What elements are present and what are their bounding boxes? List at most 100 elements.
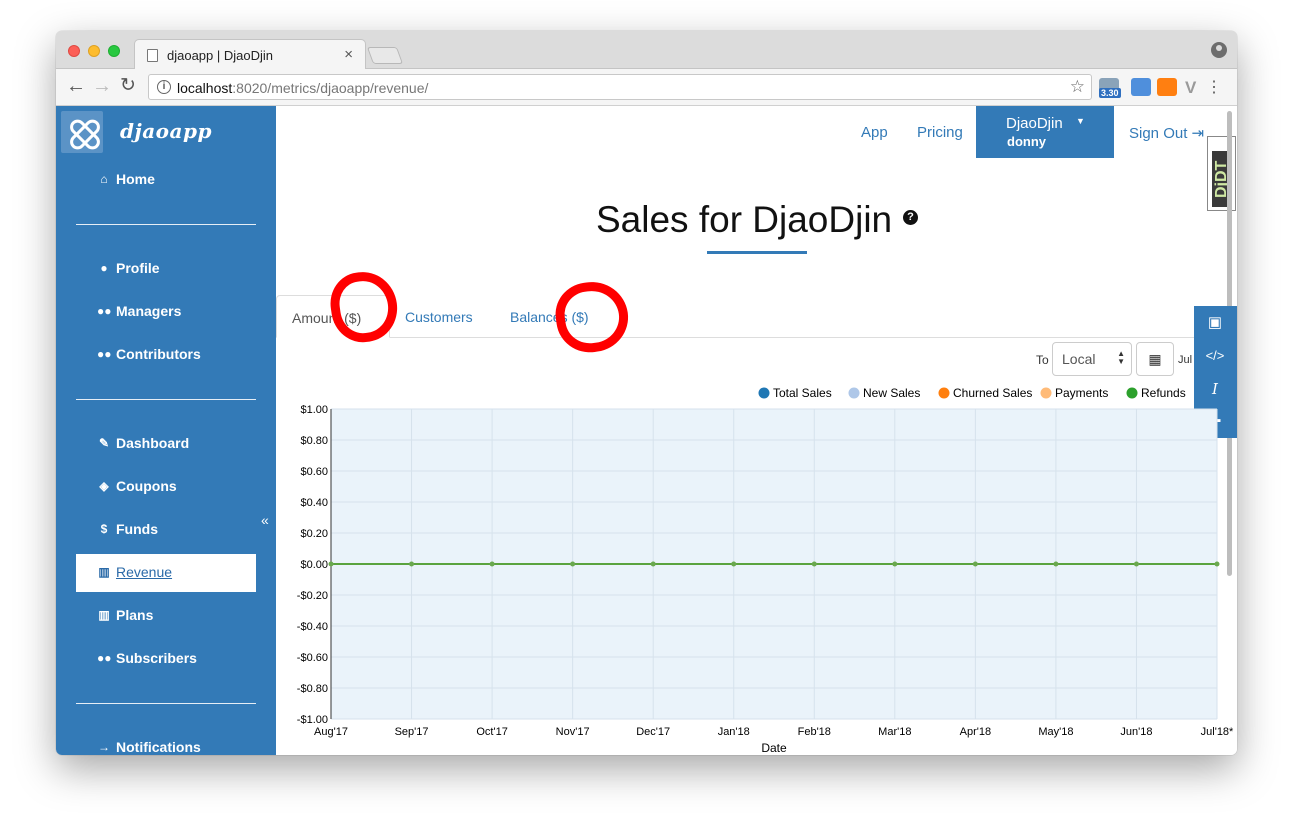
tab-amount[interactable]: Amount ($): [276, 295, 390, 338]
sidebar-item-managers[interactable]: ●● Managers: [76, 293, 256, 331]
close-window-button[interactable]: [68, 45, 80, 57]
info-icon[interactable]: i: [157, 80, 171, 94]
data-point: [972, 561, 978, 567]
x-tick-label: Nov'17: [556, 726, 590, 738]
users-icon: ●●: [97, 651, 112, 665]
tab-balances[interactable]: Balances ($): [496, 295, 600, 338]
y-tick-label: -$1.00: [297, 714, 328, 726]
tab-customers[interactable]: Customers: [392, 295, 492, 338]
back-arrow-icon[interactable]: ←: [66, 75, 86, 97]
x-tick-label: Sep'17: [395, 726, 429, 738]
timezone-select[interactable]: Local ▲ ▼: [1052, 342, 1132, 376]
user-menu-button[interactable]: DjaoDjin ▼ donny: [976, 106, 1114, 158]
collapse-sidebar-icon[interactable]: «: [261, 512, 269, 528]
chart-series: [328, 561, 1220, 567]
x-tick-label: Jun'18: [1120, 726, 1152, 738]
sidebar-item-dashboard[interactable]: ✎ Dashboard: [76, 425, 256, 463]
sidebar-divider: [76, 703, 256, 704]
sign-out-label: Sign Out: [1129, 125, 1188, 142]
y-axis: $1.00 $0.80 $0.60 $0.40 $0.20 $0.00 -$0.20 -$0.…: [297, 404, 332, 726]
sidebar-item-revenue[interactable]: ▥ Revenue: [76, 554, 256, 592]
x-tick-label: Apr'18: [960, 726, 991, 738]
minimize-window-button[interactable]: [88, 45, 100, 57]
sidebar-item-profile[interactable]: ● Profile: [76, 250, 256, 288]
maximize-window-button[interactable]: [108, 45, 120, 57]
y-tick-label: $0.80: [300, 435, 328, 447]
arrow-right-icon: →: [98, 740, 110, 754]
address-bar[interactable]: i localhost:8020/metrics/djaoapp/revenue…: [148, 74, 1092, 100]
chart-extension-icon[interactable]: [1157, 78, 1177, 96]
nav-app-link[interactable]: App: [861, 124, 888, 141]
sidebar-divider: [76, 224, 256, 225]
sign-out-link[interactable]: Sign Out ⇥: [1129, 124, 1204, 142]
legend-swatch: [848, 387, 860, 399]
data-point: [1214, 561, 1220, 567]
bar-chart-icon: ▥: [98, 608, 110, 622]
v-extension-icon[interactable]: V: [1185, 78, 1197, 97]
sidebar-item-notifications[interactable]: → Notifications: [76, 729, 256, 755]
extension-icon[interactable]: [1131, 78, 1151, 96]
chart-legend: Total Sales New Sales Churned Sales Payment…: [758, 386, 1186, 400]
calendar-button[interactable]: ▦: [1136, 342, 1174, 376]
legend-swatch: [758, 387, 770, 399]
legend-label: Refunds: [1141, 386, 1186, 400]
legend-label: Payments: [1055, 386, 1108, 400]
account-icon[interactable]: [1211, 42, 1227, 58]
sidebar-item-coupons[interactable]: ◈ Coupons: [76, 468, 256, 506]
sidebar-item-contributors[interactable]: ●● Contributors: [76, 336, 256, 374]
browser-window: djaoapp | DjaoDjin × ← → ↻ i localhost:8…: [56, 31, 1237, 755]
sidebar-item-funds[interactable]: $ Funds: [76, 511, 256, 549]
sidebar: djaoapp ⌂ Home ● Profile ●● Managers ●● …: [56, 106, 276, 755]
tag-icon: ◈: [99, 479, 109, 493]
sidebar-item-label: Notifications: [116, 739, 201, 755]
y-tick-label: $0.40: [300, 497, 328, 509]
x-tick-label: Oct'17: [476, 726, 507, 738]
bookmark-star-icon[interactable]: ☆: [1069, 77, 1085, 96]
tab-close-icon[interactable]: ×: [344, 46, 353, 63]
legend-label: Churned Sales: [953, 386, 1032, 400]
x-tick-label: Jul'18*: [1201, 726, 1234, 738]
x-tick-label: Dec'17: [636, 726, 670, 738]
to-label: To: [1036, 353, 1049, 367]
user-name: DjaoDjin: [1006, 115, 1063, 132]
sidebar-item-subscribers[interactable]: ●● Subscribers: [76, 640, 256, 678]
browser-toolbar: ← → ↻ i localhost:8020/metrics/djaoapp/r…: [56, 69, 1237, 106]
new-tab-button[interactable]: [366, 47, 404, 64]
browser-menu-icon[interactable]: ⋮: [1206, 79, 1222, 96]
tab-title: djaoapp | DjaoDjin: [167, 48, 273, 63]
legend-swatch: [1126, 387, 1138, 399]
select-arrows-icon: ▲ ▼: [1117, 349, 1125, 366]
logo-icon[interactable]: [61, 111, 103, 153]
brand-name[interactable]: djaoapp: [120, 119, 212, 143]
tab-strip: djaoapp | DjaoDjin ×: [56, 31, 1237, 70]
y-tick-label: -$0.80: [297, 683, 328, 695]
title-underline: [707, 251, 807, 254]
page-icon: [147, 49, 158, 62]
red-annotation-circle: [551, 277, 633, 357]
sign-out-icon: ⇥: [1191, 125, 1205, 142]
legend-label: Total Sales: [773, 386, 832, 400]
sidebar-item-label: Profile: [116, 260, 160, 276]
code-icon[interactable]: </>: [1205, 348, 1225, 363]
url-host: localhost: [177, 80, 233, 96]
italic-icon[interactable]: I: [1212, 380, 1218, 398]
forward-arrow-icon[interactable]: →: [92, 75, 112, 97]
nav-pricing-link[interactable]: Pricing: [917, 124, 963, 141]
user-icon: ●: [100, 261, 108, 275]
image-icon[interactable]: ▣: [1207, 314, 1223, 331]
sidebar-item-label: Home: [116, 171, 155, 187]
y-tick-label: -$0.40: [297, 621, 328, 633]
caret-down-icon: ▼: [1076, 116, 1085, 126]
x-axis: Aug'17 Sep'17 Oct'17 Nov'17 Dec'17 Jan'18 Feb'…: [314, 726, 1234, 738]
page-content: djaoapp ⌂ Home ● Profile ●● Managers ●● …: [56, 106, 1237, 755]
x-axis-label: Date: [761, 741, 787, 755]
help-icon[interactable]: ?: [903, 210, 918, 225]
browser-tab[interactable]: djaoapp | DjaoDjin ×: [134, 39, 366, 70]
sidebar-item-plans[interactable]: ▥ Plans: [76, 597, 256, 635]
sidebar-item-home[interactable]: ⌂ Home: [76, 161, 256, 199]
dollar-icon: $: [100, 522, 108, 536]
reload-icon[interactable]: ↻: [120, 75, 136, 96]
sidebar-item-label: Coupons: [116, 478, 177, 494]
data-point: [892, 561, 898, 567]
tab-label: Customers: [405, 309, 473, 325]
